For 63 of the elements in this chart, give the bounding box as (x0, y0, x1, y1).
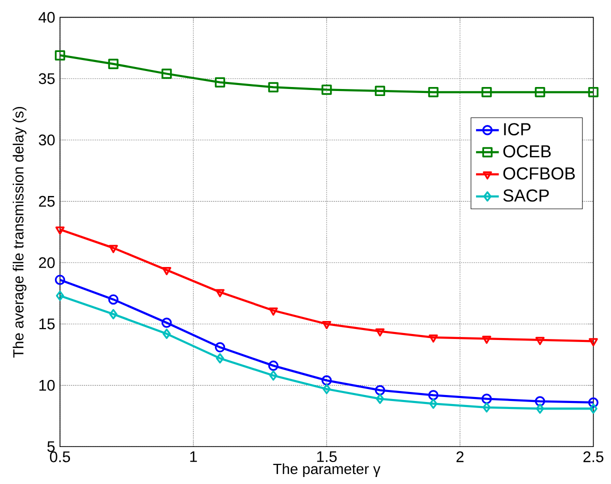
point (268, 82, 278, 92)
y-tick-label: 35 (38, 73, 55, 84)
point (534, 396, 546, 406)
point (215, 289, 225, 298)
point (375, 328, 385, 336)
point (588, 338, 598, 346)
point (214, 77, 226, 88)
point (589, 403, 598, 414)
point (268, 360, 278, 371)
point (162, 267, 172, 276)
y-axis-title: The average file transmission delay (s) (12, 107, 26, 358)
point (482, 336, 492, 344)
point (588, 397, 598, 408)
point (322, 384, 331, 394)
point (56, 290, 64, 301)
legend-label: OCEB (503, 145, 551, 158)
point (268, 307, 278, 316)
point (428, 87, 438, 98)
y-tick-label: 30 (38, 134, 55, 146)
point (482, 87, 492, 98)
point (482, 394, 492, 404)
x-tick-label: 2.5 (583, 451, 604, 462)
point (374, 385, 386, 396)
point (214, 342, 226, 352)
y-tick-label: 20 (39, 257, 55, 268)
point (54, 274, 66, 285)
point (536, 403, 544, 414)
point (54, 50, 66, 60)
point (428, 334, 438, 343)
point (162, 328, 171, 339)
point (534, 87, 546, 98)
x-tick-label: 1.5 (317, 451, 337, 462)
point (482, 402, 491, 413)
y-tick-label: 15 (39, 318, 55, 330)
point (108, 294, 118, 305)
x-axis-title: The parameter γ (273, 463, 380, 478)
point (322, 375, 332, 386)
point (216, 353, 224, 364)
legend-label: ICP (504, 123, 531, 136)
x-tick-label: 1 (190, 451, 197, 462)
point (162, 318, 172, 328)
point (55, 226, 65, 235)
y-tick-label: 10 (39, 380, 55, 391)
point (269, 370, 278, 381)
x-tick-label: 2 (456, 451, 464, 462)
point (428, 390, 438, 400)
point (376, 394, 384, 404)
y-tick-label: 25 (39, 196, 55, 207)
point (162, 68, 172, 79)
point (109, 309, 118, 320)
legend-label: OCFBOB (503, 167, 575, 180)
point (535, 336, 545, 346)
point (108, 244, 118, 254)
point (374, 86, 386, 96)
x-tick-label: 0.5 (50, 451, 70, 462)
point (322, 84, 332, 95)
point (588, 87, 598, 98)
point (429, 398, 438, 409)
y-tick-label: 5 (47, 441, 55, 452)
legend-label: SACP (503, 189, 549, 202)
y-tick-label: 40 (38, 12, 55, 23)
point (108, 58, 118, 70)
point (322, 320, 332, 330)
